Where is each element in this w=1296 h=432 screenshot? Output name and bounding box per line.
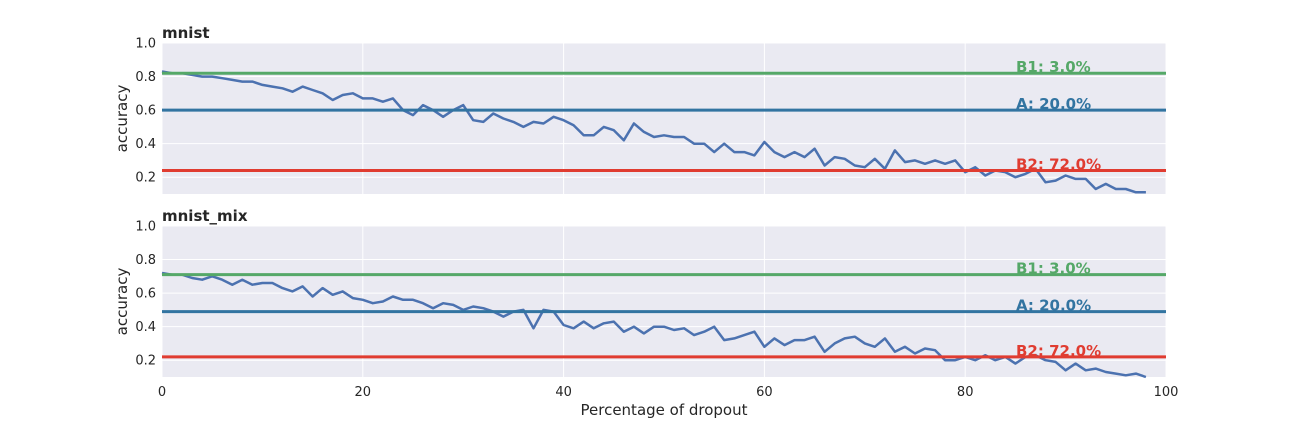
panel-1-y-tick-label: 0.2 xyxy=(135,171,156,186)
panel-2-x-tick-label: 80 xyxy=(957,385,974,400)
panel-1-y-tick-label: 0.4 xyxy=(135,137,156,152)
panel-2-y-tick-label: 1.0 xyxy=(135,220,156,235)
panel-2-x-tick-label: 100 xyxy=(1154,385,1179,400)
panel-1-reference-label-2: A: 20.0% xyxy=(1016,95,1091,113)
panel-1-reference-label-3: B2: 72.0% xyxy=(1016,156,1101,174)
panel-2-title: mnist_mix xyxy=(162,207,248,225)
panel-2-plot-area xyxy=(162,226,1166,377)
panel-1-y-tick-label: 0.6 xyxy=(135,104,156,119)
panel-1-plot-area xyxy=(162,43,1166,194)
panel-2-reference-label-3: B2: 72.0% xyxy=(1016,342,1101,360)
panel-2-x-tick-label: 60 xyxy=(756,385,773,400)
panel-2-y-tick-label: 0.4 xyxy=(135,320,156,335)
panel-1-title: mnist xyxy=(162,24,210,42)
panel-2-reference-label-1: B1: 3.0% xyxy=(1016,260,1091,278)
panel-2-y-axis-label: accuracy xyxy=(113,268,131,336)
panel-1-reference-label-1: B1: 3.0% xyxy=(1016,58,1091,76)
panel-2-x-axis-label: Percentage of dropout xyxy=(581,401,748,419)
panel-1-series-line-1 xyxy=(161,70,1146,194)
panel-2-y-tick-label: 0.2 xyxy=(135,354,156,369)
panel-2-x-tick-label: 0 xyxy=(158,385,166,400)
panel-1-y-axis-label: accuracy xyxy=(113,85,131,153)
panel-2-x-tick-label: 40 xyxy=(555,385,572,400)
panel-2-x-tick-label: 20 xyxy=(355,385,372,400)
panel-1-y-tick-label: 0.8 xyxy=(135,70,156,85)
panel-2-y-tick-label: 0.6 xyxy=(135,287,156,302)
panel-1-y-tick-label: 1.0 xyxy=(135,37,156,52)
panel-2-reference-label-2: A: 20.0% xyxy=(1016,297,1091,315)
panel-2-y-tick-label: 0.8 xyxy=(135,253,156,268)
